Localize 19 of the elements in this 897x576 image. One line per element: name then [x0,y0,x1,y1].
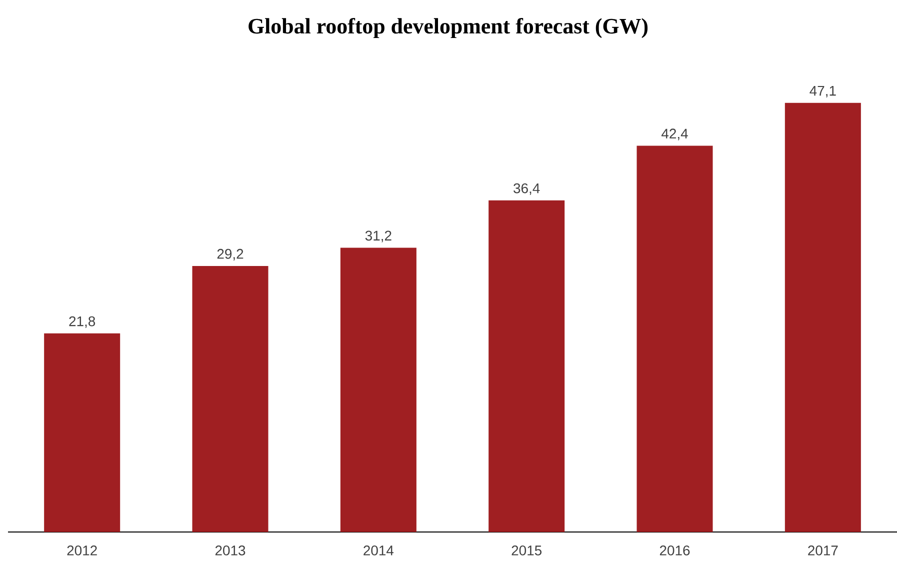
bar [636,146,713,532]
x-tick-label: 2016 [660,546,690,556]
x-tick-label: 2013 [215,546,246,556]
data-label: 29,2 [217,248,244,260]
bar [340,248,416,532]
data-label: 42,4 [661,128,688,140]
bar [488,200,565,532]
x-tick-label: 2017 [808,546,838,556]
x-tick-label: 2015 [512,546,542,556]
bar [784,102,861,532]
bar [44,333,120,532]
x-tick-label: 2014 [364,546,394,556]
data-label: 21,8 [69,316,96,328]
chart-title: Global rooftop development forecast (GW) [248,18,648,38]
data-label: 31,2 [365,230,392,242]
data-label: 36,4 [514,183,540,195]
x-tick-label: 2012 [67,546,97,556]
bar [192,266,268,532]
data-label: 47,1 [810,86,836,98]
